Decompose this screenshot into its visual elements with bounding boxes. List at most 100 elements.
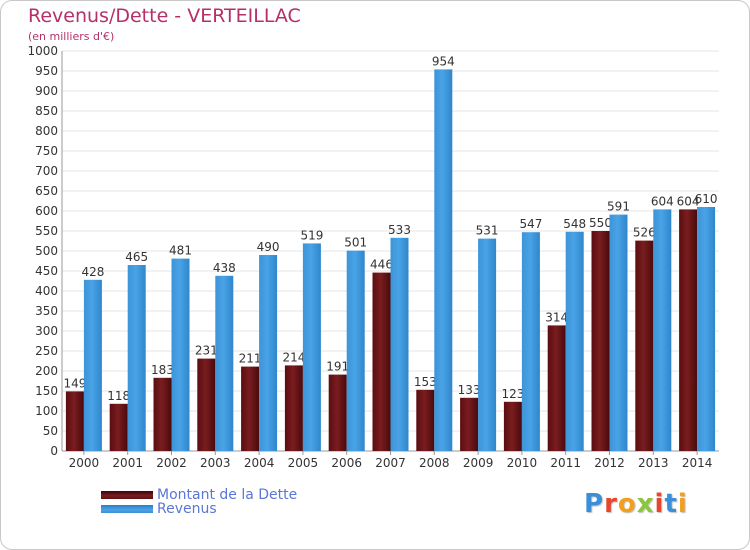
x-tick-label: 2004 (244, 456, 275, 470)
data-label-revenus: 428 (81, 265, 104, 279)
legend-swatch-dette (101, 491, 153, 499)
x-tick-label: 2002 (156, 456, 187, 470)
bar-chart: 0 50 100 150 200 250 300 350 400 450 500 550 600 650 7… (27, 44, 719, 470)
data-label-revenus: 533 (388, 223, 411, 237)
y-tick-label: 300 (35, 324, 58, 338)
x-tick-label: 2009 (463, 456, 494, 470)
x-tick-label: 2008 (419, 456, 450, 470)
data-label-dette: 153 (414, 375, 437, 389)
chart-subtitle: (en milliers d'€) (28, 30, 115, 43)
chart-title: Revenus/Dette - VERTEILLAC (28, 5, 301, 27)
bar-revenus (434, 69, 453, 452)
bar-revenus (83, 279, 102, 451)
bar-revenus (653, 209, 672, 451)
y-tick-label: 950 (35, 64, 58, 78)
bar-revenus (478, 238, 497, 451)
data-label-dette: 604 (677, 194, 700, 208)
y-tick-label: 900 (35, 84, 58, 98)
data-label-revenus: 610 (695, 192, 718, 206)
data-label-revenus: 604 (651, 194, 674, 208)
y-tick-label: 700 (35, 164, 58, 178)
y-tick-label: 100 (35, 404, 58, 418)
logo-letter: t (664, 489, 678, 519)
x-tick-label: 2001 (112, 456, 143, 470)
logo-letter: r (604, 489, 618, 519)
bar-dette (416, 389, 435, 451)
bar-dette (679, 209, 698, 451)
bar-revenus (215, 275, 234, 451)
data-label-revenus: 591 (607, 200, 630, 214)
data-label-dette: 526 (633, 226, 656, 240)
bar-revenus (521, 232, 540, 451)
bar-dette (460, 397, 479, 451)
data-label-revenus: 548 (563, 217, 586, 231)
y-tick-label: 850 (35, 104, 58, 118)
data-label-revenus: 438 (213, 261, 236, 275)
data-label-revenus: 490 (257, 240, 280, 254)
data-label-revenus: 519 (300, 228, 323, 242)
y-tick-label: 50 (43, 424, 58, 438)
data-label-dette: 550 (589, 216, 612, 230)
logo-letter: o (617, 489, 637, 519)
bar-dette (635, 240, 654, 451)
bar-dette (109, 403, 128, 451)
y-tick-label: 250 (35, 344, 58, 358)
y-tick-label: 750 (35, 144, 58, 158)
data-label-revenus: 531 (476, 224, 499, 238)
data-label-dette: 211 (239, 352, 262, 366)
bar-dette (284, 365, 303, 451)
bar-dette (547, 325, 566, 451)
bar-dette (328, 374, 347, 451)
proxiti-logo: Proxiti (584, 489, 688, 519)
bar-dette (591, 231, 610, 451)
bar-revenus (127, 265, 146, 451)
x-tick-label: 2011 (550, 456, 581, 470)
y-tick-label: 1000 (27, 44, 58, 58)
bar-revenus (302, 243, 321, 451)
data-label-dette: 214 (282, 350, 305, 364)
bar-dette (153, 377, 172, 451)
logo-letter: P (584, 489, 605, 519)
bar-dette (503, 401, 522, 451)
x-tick-label: 2003 (200, 456, 231, 470)
bar-dette (372, 272, 391, 451)
logo-letter: x (636, 489, 655, 519)
x-tick-label: 2007 (375, 456, 406, 470)
data-label-dette: 133 (458, 383, 481, 397)
y-tick-label: 200 (35, 364, 58, 378)
legend-label-revenus: Revenus (157, 501, 217, 517)
bar-revenus (609, 214, 628, 451)
y-tick-label: 400 (35, 284, 58, 298)
x-tick-label: 2005 (288, 456, 319, 470)
y-tick-label: 500 (35, 244, 58, 258)
y-tick-label: 450 (35, 264, 58, 278)
data-label-dette: 118 (107, 389, 130, 403)
bar-revenus (346, 250, 365, 451)
bar-revenus (259, 255, 278, 451)
y-tick-label: 150 (35, 384, 58, 398)
bar-revenus (565, 231, 584, 451)
data-label-revenus: 954 (432, 54, 455, 68)
data-label-revenus: 465 (125, 250, 148, 264)
legend-label-dette: Montant de la Dette (157, 487, 298, 503)
legend-item-revenus: Revenus (101, 501, 217, 517)
x-tick-label: 2000 (69, 456, 100, 470)
y-tick-label: 650 (35, 184, 58, 198)
legend-item-dette: Montant de la Dette (101, 487, 298, 503)
data-label-revenus: 547 (519, 217, 542, 231)
data-label-dette: 446 (370, 258, 393, 272)
bar-dette (241, 366, 260, 451)
x-tick-label: 2013 (638, 456, 669, 470)
data-label-dette: 231 (195, 344, 218, 358)
data-label-dette: 314 (545, 310, 568, 324)
x-tick-label: 2014 (682, 456, 713, 470)
data-label-revenus: 501 (344, 236, 367, 250)
x-tick-label: 2012 (594, 456, 625, 470)
y-tick-label: 800 (35, 124, 58, 138)
bar-revenus (697, 207, 716, 451)
data-label-dette: 191 (326, 360, 349, 374)
y-tick-label: 0 (50, 444, 58, 458)
bar-revenus (171, 258, 190, 451)
x-tick-label: 2010 (507, 456, 538, 470)
